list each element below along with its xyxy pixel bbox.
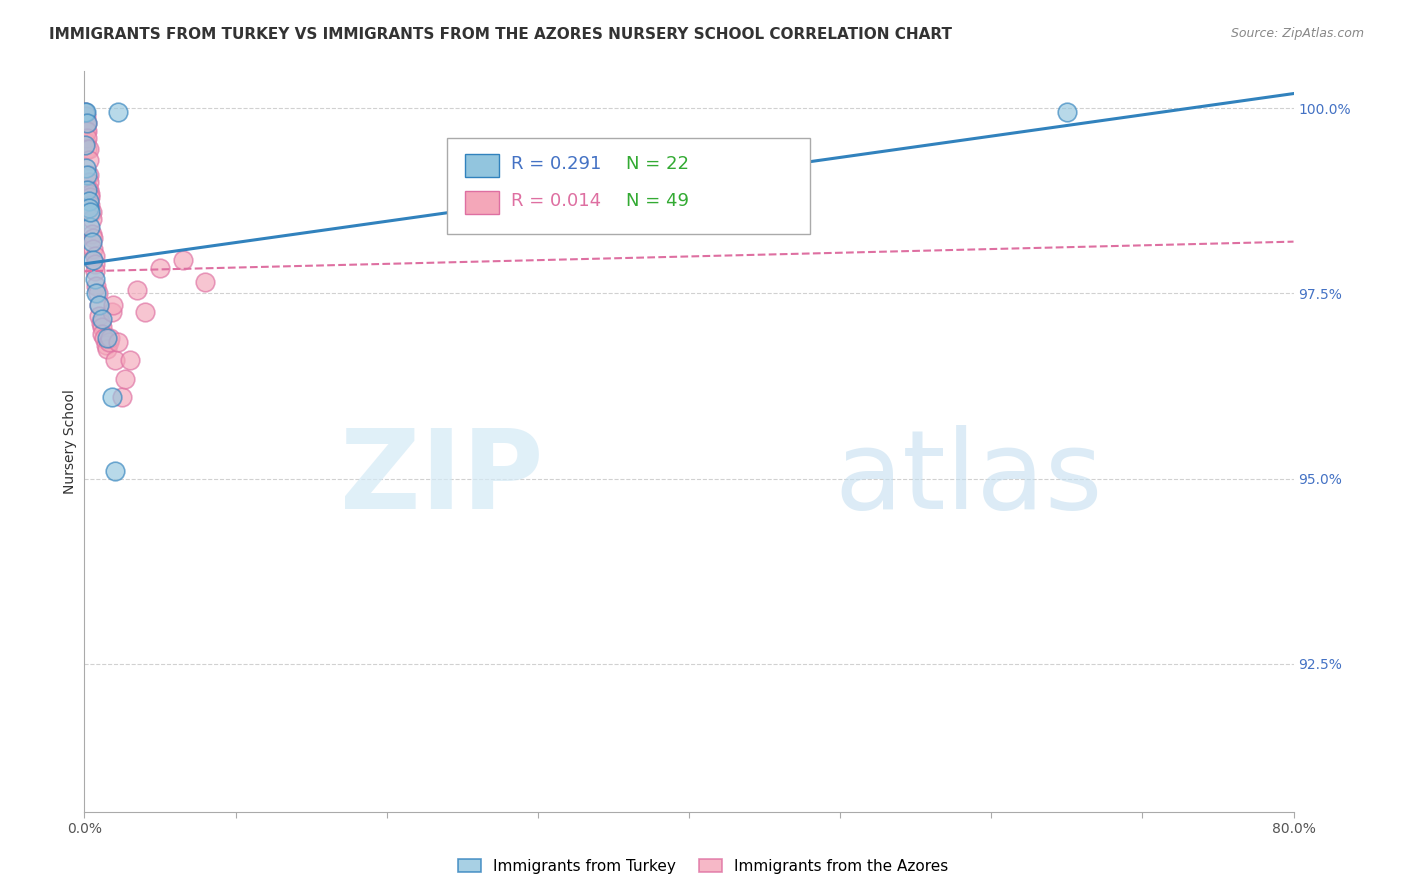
Point (111, 390, 134, 404)
Point (77, 175, 100, 189)
Point (1056, 105, 1078, 120)
Point (76, 168, 98, 182)
Point (194, 276, 217, 290)
Legend: Immigrants from Turkey, Immigrants from the Azores: Immigrants from Turkey, Immigrants from … (451, 853, 955, 880)
Point (84, 264, 107, 278)
FancyBboxPatch shape (465, 153, 499, 178)
Point (107, 334, 129, 349)
Text: N = 22: N = 22 (626, 155, 689, 173)
Text: Source: ZipAtlas.com: Source: ZipAtlas.com (1230, 27, 1364, 40)
Point (149, 260, 172, 275)
Point (77, 153, 100, 168)
Point (84, 249, 107, 263)
Point (75, 116, 97, 130)
Point (75, 123, 97, 137)
Point (76, 142, 98, 156)
Text: ZIP: ZIP (340, 425, 544, 532)
Point (98, 331, 121, 345)
Point (79, 197, 101, 211)
Point (79, 186, 101, 201)
Point (91, 327, 114, 342)
Point (134, 305, 156, 319)
Point (94, 338, 117, 352)
Point (96, 342, 118, 356)
Point (80, 212, 103, 227)
Point (75, 105, 97, 120)
Point (77, 202, 100, 216)
Point (104, 353, 127, 368)
FancyBboxPatch shape (447, 138, 810, 235)
Point (79, 190, 101, 204)
Point (76, 131, 98, 145)
Point (80, 227, 103, 242)
Point (89, 297, 111, 311)
Point (82, 253, 104, 268)
Point (73, 138, 96, 153)
Point (100, 390, 122, 404)
Y-axis label: Nursery School: Nursery School (63, 389, 77, 494)
Point (172, 253, 194, 268)
Point (89, 309, 111, 323)
Point (79, 219, 101, 234)
Point (80, 235, 103, 249)
Point (75, 109, 97, 123)
FancyBboxPatch shape (465, 191, 499, 214)
Point (91, 319, 114, 334)
Text: N = 49: N = 49 (626, 192, 689, 210)
Text: R = 0.291: R = 0.291 (512, 155, 602, 173)
Point (80, 205, 103, 219)
Point (76, 116, 98, 130)
Point (84, 257, 107, 271)
Point (75, 161, 97, 175)
Point (114, 371, 136, 385)
Point (77, 168, 100, 182)
Point (79, 205, 101, 219)
Point (127, 283, 149, 297)
Point (96, 331, 118, 345)
Point (100, 305, 122, 319)
Point (76, 116, 98, 130)
Point (77, 194, 100, 208)
Point (77, 142, 100, 156)
Point (86, 286, 108, 301)
Point (76, 183, 98, 197)
Point (93, 331, 115, 345)
Point (75, 105, 97, 120)
Point (101, 297, 124, 311)
Point (75, 105, 97, 120)
Point (90, 316, 112, 330)
Point (107, 105, 129, 120)
Point (89, 297, 111, 311)
Point (84, 271, 107, 285)
Text: IMMIGRANTS FROM TURKEY VS IMMIGRANTS FROM THE AZORES NURSERY SCHOOL CORRELATION : IMMIGRANTS FROM TURKEY VS IMMIGRANTS FRO… (49, 27, 952, 42)
Point (104, 464, 127, 478)
Point (97, 334, 120, 349)
Point (76, 123, 98, 137)
Text: R = 0.014: R = 0.014 (512, 192, 602, 210)
Point (82, 242, 104, 256)
Point (82, 231, 104, 245)
Text: atlas: atlas (834, 425, 1102, 532)
Point (118, 353, 141, 368)
Point (87, 286, 110, 301)
Point (75, 135, 97, 149)
Point (77, 183, 100, 197)
Point (86, 279, 108, 293)
Point (91, 312, 114, 326)
